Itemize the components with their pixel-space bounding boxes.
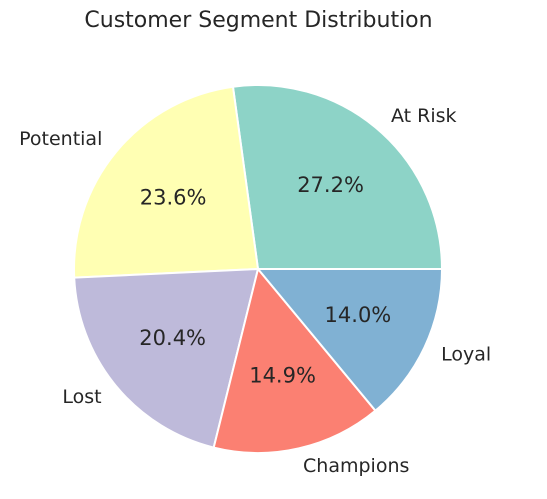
slice-label-potential: Potential [19,128,102,150]
pie-slice-lost [73,267,260,449]
pie-slice-potential [73,85,260,279]
pct-label-loyal: 14.0% [325,303,392,327]
slice-label-loyal: Loyal [441,344,491,366]
pie-slices [73,84,444,454]
pie-slice-champions [212,266,377,454]
slice-label-lost: Lost [62,386,101,408]
pct-label-potential: 23.6% [140,185,207,209]
pie-slice-loyal [255,268,444,413]
pct-label-lost: 20.4% [139,326,206,350]
pie-labels: At Risk 27.2% Potential 23.6% Lost 20.4% Champ… [19,105,491,477]
pie-slice-at-risk [231,84,444,270]
slice-label-at-risk: At Risk [391,105,457,127]
pct-label-at-risk: 27.2% [297,173,364,197]
chart-title: Customer Segment Distribution [84,8,433,33]
slice-label-champions: Champions [303,455,409,477]
pct-label-champions: 14.9% [249,364,316,388]
